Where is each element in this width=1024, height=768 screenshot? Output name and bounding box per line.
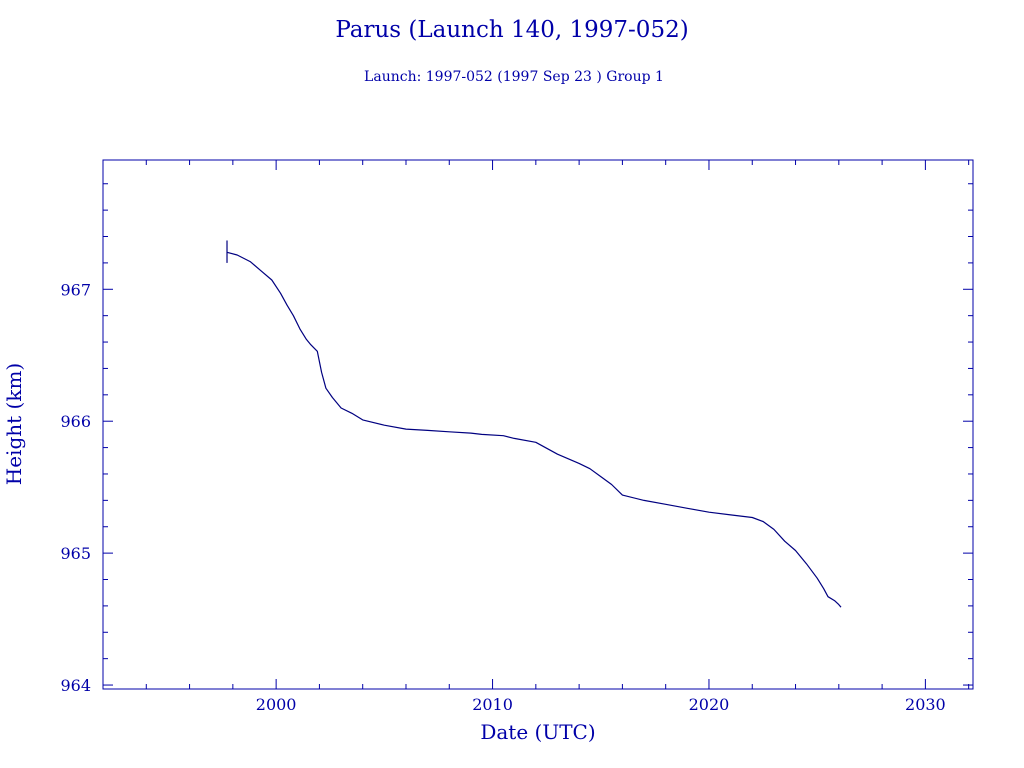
y-tick-label: 965	[60, 544, 91, 563]
x-axis-ticks	[145, 160, 970, 689]
x-tick-label: 2000	[256, 695, 297, 714]
x-tick-label: 2030	[905, 695, 946, 714]
chart-title: Parus (Launch 140, 1997-052)	[335, 17, 688, 43]
x-tick-label: 2020	[689, 695, 730, 714]
x-axis-tick-labels: 2000 2010 2020 2030	[256, 695, 946, 714]
x-axis-label: Date (UTC)	[480, 720, 595, 744]
x-tick-label: 2010	[472, 695, 513, 714]
series-layer	[226, 240, 842, 608]
y-axis-tick-labels: 964 965 966 967	[60, 280, 91, 695]
y-axis-label: Height (km)	[2, 363, 26, 485]
y-tick-label: 964	[60, 676, 91, 695]
series-line	[226, 251, 842, 608]
plot-frame	[102, 159, 974, 690]
y-tick-label: 967	[60, 280, 91, 299]
y-axis-ticks	[103, 183, 973, 686]
chart-subtitle: Launch: 1997-052 (1997 Sep 23 ) Group 1	[364, 69, 664, 85]
y-tick-label: 966	[60, 412, 91, 431]
